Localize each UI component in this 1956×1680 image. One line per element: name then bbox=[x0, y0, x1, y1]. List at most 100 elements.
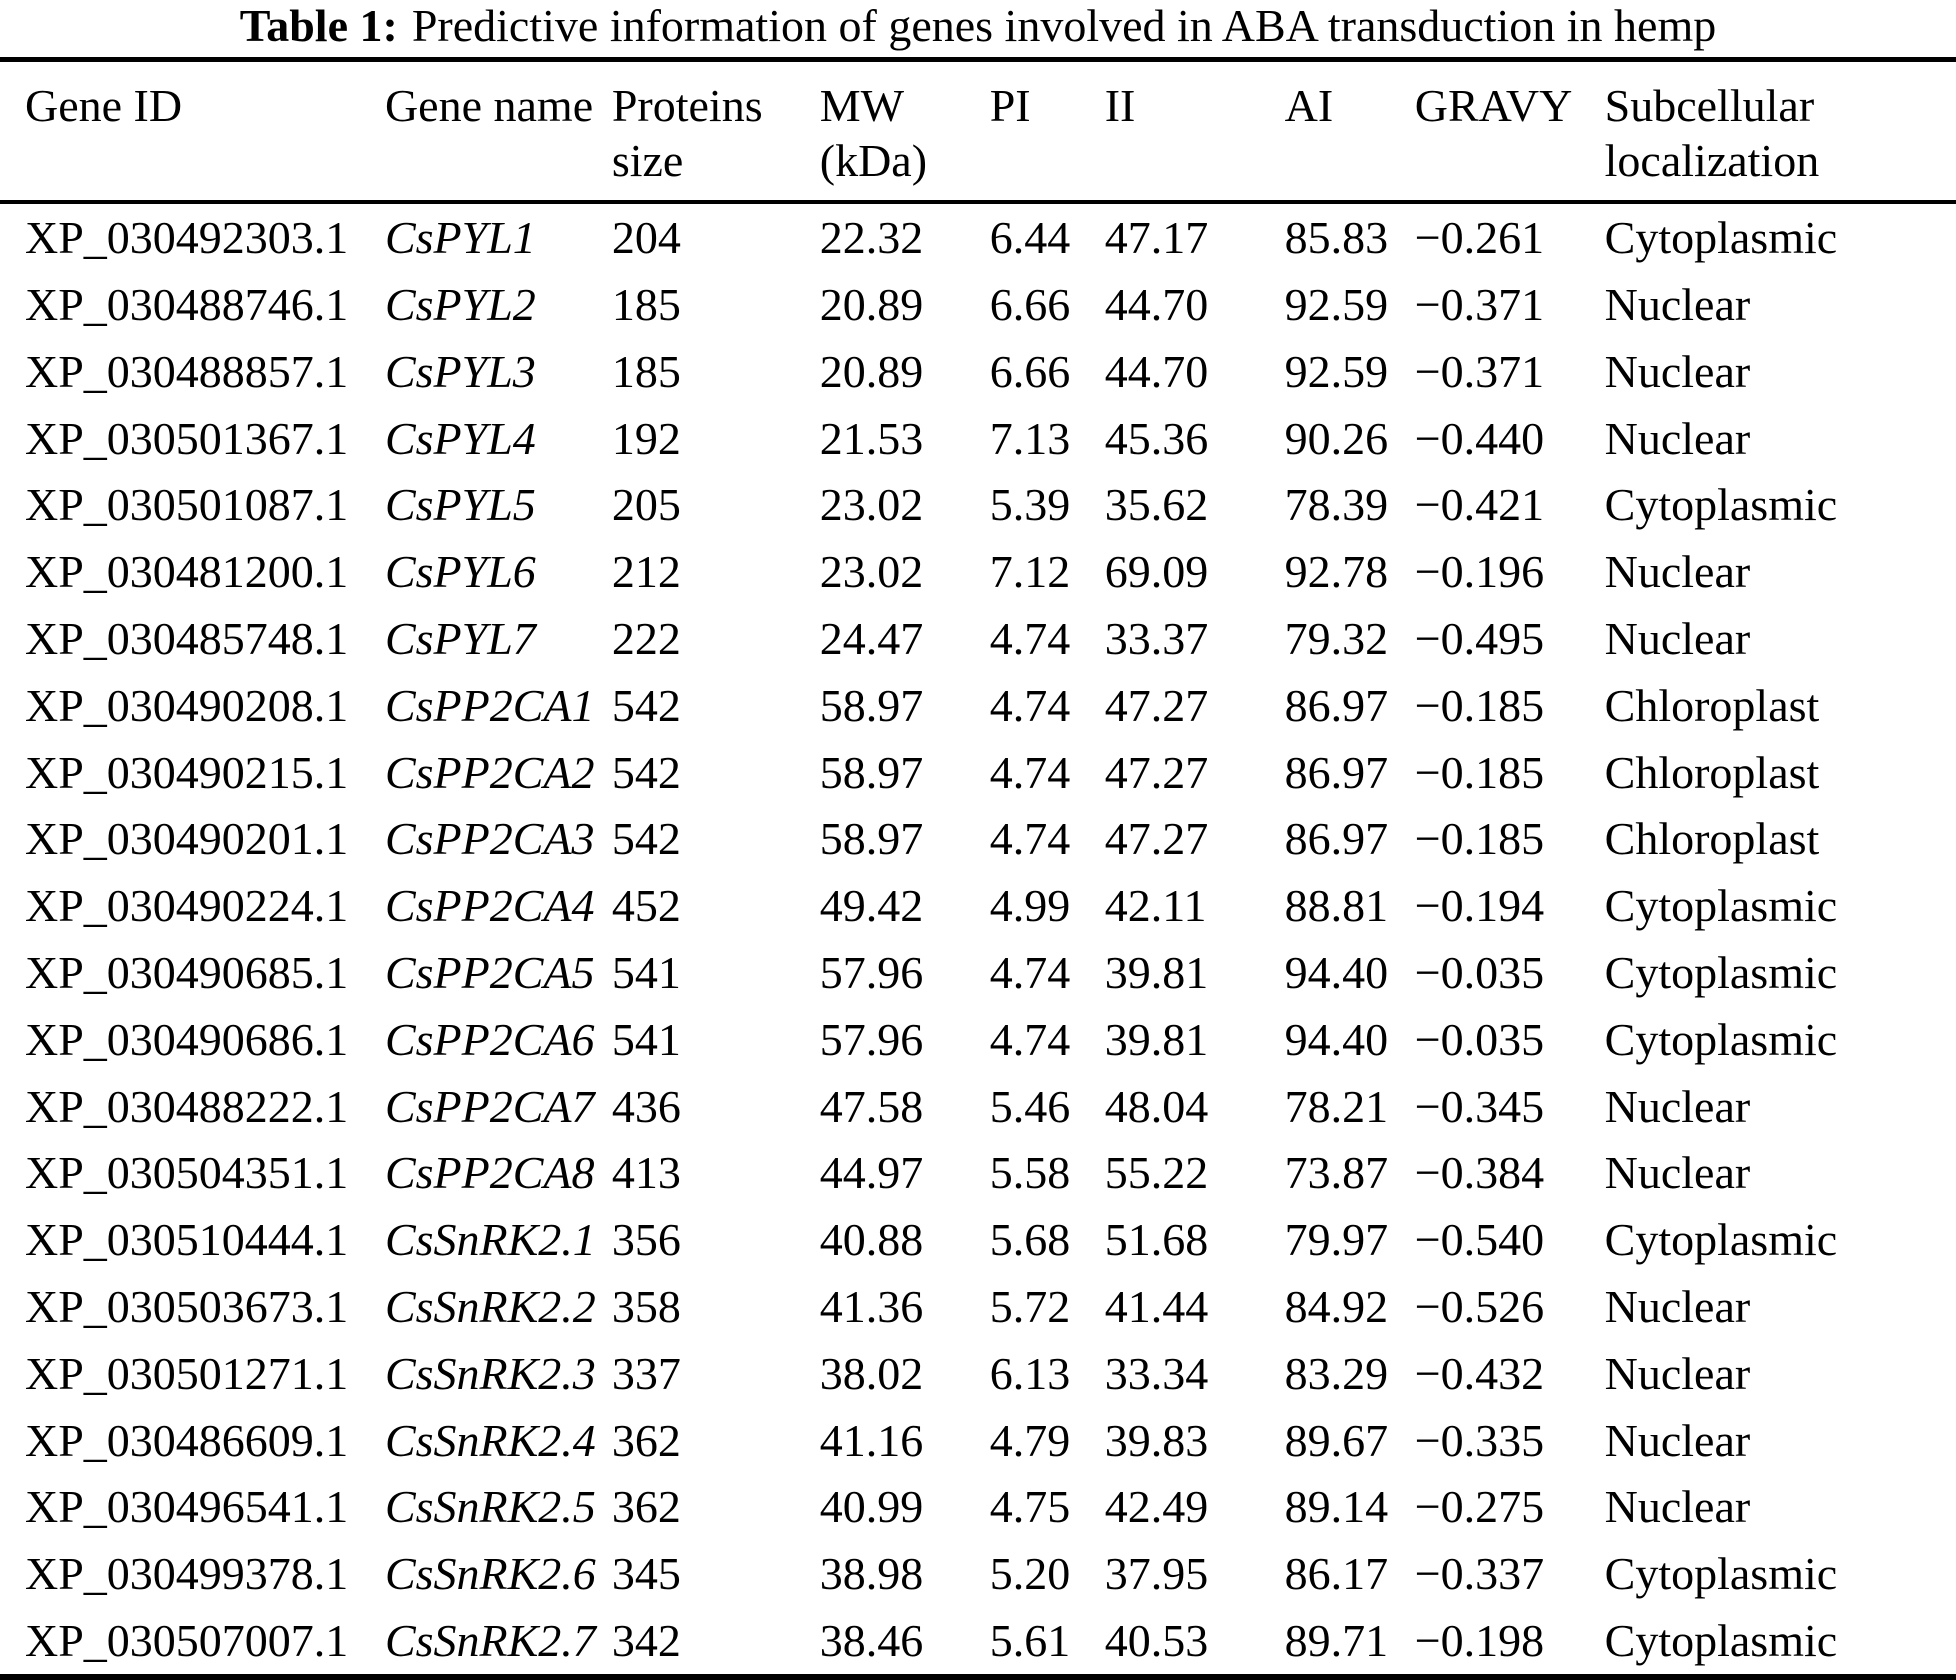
cell-gene_id: XP_030501271.1 bbox=[25, 1347, 349, 1399]
cell-pi: 7.13 bbox=[989, 412, 1071, 464]
table-title-text: Predictive information of genes involved… bbox=[411, 0, 1717, 51]
cell-ii: 42.11 bbox=[1104, 880, 1207, 932]
cell-subcellular_localization: Nuclear bbox=[1604, 1080, 1751, 1132]
cell-gene_id: XP_030486609.1 bbox=[25, 1414, 349, 1466]
table-row: XP_030492303.1 CsPYL1 204 22.32 6.44 47.17 85.… bbox=[0, 202, 1956, 271]
cell-gene_name: CsSnRK2.3 bbox=[384, 1347, 596, 1399]
cell-mw_kda: 40.88 bbox=[819, 1214, 924, 1266]
cell-proteins_size: 342 bbox=[611, 1615, 681, 1666]
cell-gene_name: CsSnRK2.7 bbox=[384, 1615, 596, 1666]
cell-ii: 35.62 bbox=[1104, 479, 1209, 531]
cell-proteins_size: 452 bbox=[611, 880, 681, 932]
cell-gene_name: CsSnRK2.2 bbox=[384, 1281, 596, 1333]
column-header-gravy: GRAVY bbox=[1414, 59, 1605, 205]
cell-ai: 86.17 bbox=[1284, 1548, 1389, 1600]
cell-subcellular_localization: Cytoplasmic bbox=[1604, 212, 1838, 264]
table-title: Table 1: Predictive information of genes … bbox=[0, 0, 1956, 57]
table-header: Gene ID Gene name Proteins size MW (kDa) PI I… bbox=[0, 59, 1956, 205]
cell-gene_id: XP_030490686.1 bbox=[25, 1013, 349, 1065]
cell-gene_id: XP_030481200.1 bbox=[25, 546, 349, 598]
cell-ii: 39.81 bbox=[1104, 947, 1209, 999]
cell-gravy: −0.384 bbox=[1414, 1147, 1545, 1199]
header-row: Gene ID Gene name Proteins size MW (kDa) PI I… bbox=[0, 59, 1956, 205]
cell-subcellular_localization: Nuclear bbox=[1604, 1281, 1751, 1333]
cell-ai: 85.83 bbox=[1284, 212, 1389, 264]
cell-gene_name: CsPP2CA4 bbox=[384, 880, 595, 932]
cell-subcellular_localization: Nuclear bbox=[1604, 1481, 1751, 1533]
cell-mw_kda: 24.47 bbox=[819, 613, 924, 665]
cell-gene_id: XP_030510444.1 bbox=[25, 1214, 349, 1266]
cell-ii: 47.27 bbox=[1104, 679, 1209, 731]
cell-pi: 5.68 bbox=[989, 1214, 1071, 1266]
cell-mw_kda: 40.99 bbox=[819, 1481, 924, 1533]
cell-pi: 4.79 bbox=[989, 1414, 1071, 1466]
cell-gene_name: CsPP2CA1 bbox=[384, 679, 595, 731]
table-row: XP_030510444.1 CsSnRK2.1 356 40.88 5.68 51.68… bbox=[0, 1206, 1956, 1273]
cell-gravy: −0.261 bbox=[1414, 212, 1545, 264]
cell-pi: 6.44 bbox=[989, 212, 1071, 264]
cell-ii: 69.09 bbox=[1104, 546, 1209, 598]
cell-gene_id: XP_030488746.1 bbox=[25, 279, 349, 331]
cell-mw_kda: 23.02 bbox=[819, 479, 924, 531]
cell-proteins_size: 205 bbox=[611, 479, 681, 531]
cell-ii: 44.70 bbox=[1104, 279, 1209, 331]
cell-proteins_size: 192 bbox=[611, 412, 681, 464]
cell-gene_name: CsPP2CA3 bbox=[384, 813, 595, 865]
cell-gene_name: CsPYL2 bbox=[384, 279, 536, 331]
table-row: XP_030496541.1 CsSnRK2.5 362 40.99 4.75 42.49… bbox=[0, 1474, 1956, 1541]
column-header-pi: PI bbox=[989, 59, 1105, 205]
cell-ii: 39.81 bbox=[1104, 1013, 1209, 1065]
cell-mw_kda: 58.97 bbox=[819, 813, 924, 865]
cell-gravy: −0.198 bbox=[1414, 1615, 1545, 1666]
cell-pi: 4.74 bbox=[989, 1013, 1071, 1065]
table-row: XP_030490686.1 CsPP2CA6 541 57.96 4.74 39.81 9… bbox=[0, 1006, 1956, 1073]
cell-gravy: −0.185 bbox=[1414, 746, 1545, 798]
cell-mw_kda: 38.98 bbox=[819, 1548, 924, 1600]
cell-ai: 88.81 bbox=[1284, 880, 1389, 932]
cell-gravy: −0.185 bbox=[1414, 813, 1545, 865]
cell-ii: 40.53 bbox=[1104, 1615, 1209, 1666]
cell-ai: 92.59 bbox=[1284, 279, 1389, 331]
cell-ii: 44.70 bbox=[1104, 345, 1209, 397]
cell-gravy: −0.440 bbox=[1414, 412, 1545, 464]
cell-ai: 84.92 bbox=[1284, 1281, 1389, 1333]
cell-ii: 39.83 bbox=[1104, 1414, 1209, 1466]
cell-ii: 42.49 bbox=[1104, 1481, 1209, 1533]
column-header-ii: II bbox=[1104, 59, 1285, 205]
cell-gene_name: CsPYL5 bbox=[384, 479, 536, 531]
cell-gravy: −0.432 bbox=[1414, 1347, 1545, 1399]
cell-proteins_size: 542 bbox=[611, 746, 681, 798]
cell-proteins_size: 212 bbox=[611, 546, 681, 598]
cell-ai: 90.26 bbox=[1284, 412, 1389, 464]
genes-table: Gene ID Gene name Proteins size MW (kDa) PI I… bbox=[0, 57, 1956, 1680]
cell-subcellular_localization: Chloroplast bbox=[1604, 746, 1820, 798]
cell-proteins_size: 542 bbox=[611, 679, 681, 731]
cell-ai: 92.78 bbox=[1284, 546, 1389, 598]
cell-ii: 33.34 bbox=[1104, 1347, 1209, 1399]
cell-gene_name: CsSnRK2.1 bbox=[384, 1214, 596, 1266]
cell-mw_kda: 21.53 bbox=[819, 412, 924, 464]
cell-ai: 89.14 bbox=[1284, 1481, 1389, 1533]
cell-gene_name: CsSnRK2.6 bbox=[384, 1548, 596, 1600]
cell-gravy: −0.035 bbox=[1414, 1013, 1545, 1065]
cell-pi: 4.74 bbox=[989, 813, 1071, 865]
table-row: XP_030488222.1 CsPP2CA7 436 47.58 5.46 48.04 7… bbox=[0, 1073, 1956, 1140]
cell-ii: 47.17 bbox=[1104, 212, 1209, 264]
column-header-gene_id: Gene ID bbox=[0, 59, 385, 205]
table-row: XP_030486609.1 CsSnRK2.4 362 41.16 4.79 39.83… bbox=[0, 1407, 1956, 1474]
cell-proteins_size: 185 bbox=[611, 345, 681, 397]
cell-ai: 86.97 bbox=[1284, 813, 1389, 865]
cell-gene_id: XP_030504351.1 bbox=[25, 1147, 349, 1199]
cell-subcellular_localization: Cytoplasmic bbox=[1604, 479, 1838, 531]
cell-gene_name: CsSnRK2.5 bbox=[384, 1481, 596, 1533]
cell-subcellular_localization: Cytoplasmic bbox=[1604, 947, 1838, 999]
cell-ai: 86.97 bbox=[1284, 679, 1389, 731]
cell-proteins_size: 222 bbox=[611, 613, 681, 665]
cell-mw_kda: 41.36 bbox=[819, 1281, 924, 1333]
column-header-proteins_size: Proteins size bbox=[611, 59, 820, 205]
column-header-mw_kda: MW (kDa) bbox=[819, 59, 990, 205]
cell-ai: 79.32 bbox=[1284, 613, 1389, 665]
cell-ai: 83.29 bbox=[1284, 1347, 1389, 1399]
cell-gravy: −0.345 bbox=[1414, 1080, 1545, 1132]
cell-ii: 47.27 bbox=[1104, 813, 1209, 865]
